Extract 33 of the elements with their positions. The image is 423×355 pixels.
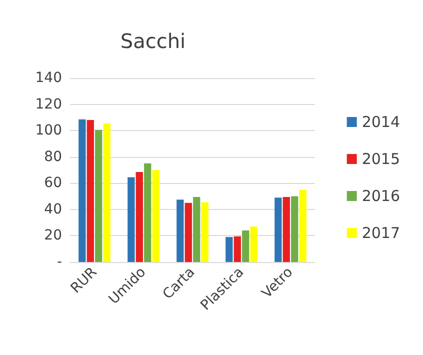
y-tick-label: 60 (44, 175, 62, 192)
bar (250, 226, 258, 262)
bar (274, 198, 282, 262)
bar (184, 202, 192, 262)
bar (95, 130, 102, 262)
bar (176, 200, 184, 262)
legend-label: 2017 (362, 224, 400, 242)
bar (299, 190, 306, 262)
bar (291, 196, 298, 262)
y-tick-label: 120 (35, 96, 62, 112)
bar (128, 177, 135, 262)
y-tick-label: 80 (44, 148, 62, 165)
bar (193, 196, 200, 262)
y-tick-label: 20 (44, 228, 62, 244)
bar (226, 237, 233, 262)
y-tick-label: - (56, 254, 62, 270)
bar (201, 202, 208, 262)
y-tick-label: 40 (44, 201, 62, 218)
bar (234, 236, 241, 262)
bar (242, 230, 250, 262)
bar (103, 123, 110, 262)
bar (282, 196, 290, 262)
bar (136, 172, 143, 262)
bar (86, 120, 94, 262)
y-tick-label: 100 (35, 122, 62, 139)
legend-label: 2014 (362, 113, 400, 131)
bar (78, 119, 86, 262)
y-tick-label: 140 (35, 70, 62, 86)
chart-title: Sacchi (120, 29, 186, 53)
bar (144, 163, 152, 262)
legend-label: 2016 (362, 187, 400, 205)
legend-label: 2015 (362, 150, 400, 168)
bar (152, 170, 160, 262)
